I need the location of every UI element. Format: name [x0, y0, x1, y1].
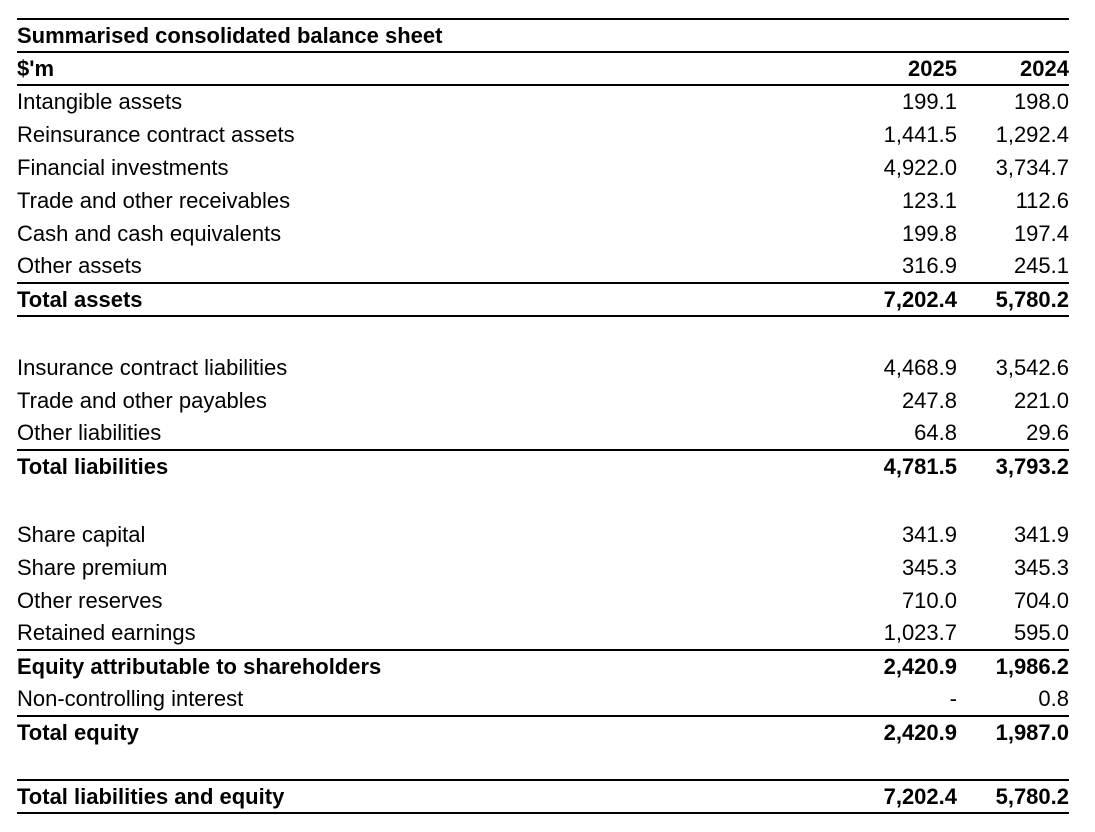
value-2025: 345.3 [901, 554, 957, 580]
table-row: Reinsurance contract assets 1,441.5 1,292.… [17, 118, 1069, 151]
row-label: Financial investments [17, 154, 229, 180]
spacer-row [17, 316, 1069, 351]
row-label: Trade and other receivables [17, 187, 291, 213]
value-2025: 2,420.9 [837, 649, 957, 683]
row-label: Intangible assets [17, 89, 183, 114]
spacer-row [17, 749, 1069, 780]
row-label: Other assets [17, 253, 142, 278]
value-2025: 4,922.0 [883, 154, 957, 180]
value-2025: 4,468.9 [883, 354, 957, 380]
value-2024: 1,987.0 [957, 715, 1069, 749]
table-row: Other assets 316.9 245.1 [17, 250, 1069, 283]
value-2024: 221.0 [1013, 387, 1069, 413]
value-2025: 4,781.5 [837, 449, 957, 483]
table-row: Share capital 341.9 341.9 [17, 518, 1069, 551]
table-row: Share premium 345.3 345.3 [17, 551, 1069, 584]
table-row: Trade and other receivables 123.1 112.6 [17, 184, 1069, 217]
table-row: Cash and cash equivalents 199.8 197.4 [17, 217, 1069, 250]
value-2025: 341.9 [901, 521, 957, 547]
value-2024: 245.1 [1013, 253, 1069, 278]
table-row: Other liabilities 64.8 29.6 [17, 417, 1069, 450]
row-label: Reinsurance contract assets [17, 121, 295, 147]
row-label: Total equity [17, 715, 837, 749]
value-2024: 3,734.7 [995, 154, 1069, 180]
value-2025: 199.1 [901, 89, 957, 114]
row-label: Total assets [17, 282, 837, 317]
value-2025: 64.8 [914, 420, 957, 445]
value-2024: 29.6 [1026, 420, 1069, 445]
table-row: Total liabilities and equity 7,202.4 5,780… [17, 779, 1069, 814]
row-label: Other reserves [17, 587, 163, 613]
value-2025: - [949, 686, 957, 711]
row-label: Share premium [17, 554, 168, 580]
spacer-row [17, 483, 1069, 518]
table-row: Insurance contract liabilities 4,468.9 3,5… [17, 351, 1069, 384]
value-2025: 2,420.9 [837, 715, 957, 749]
table-row: Total liabilities 4,781.5 3,793.2 [17, 449, 1069, 483]
table-row: Other reserves 710.0 704.0 [17, 584, 1069, 617]
value-2025: 247.8 [901, 387, 957, 413]
row-label: Retained earnings [17, 620, 196, 645]
value-2024: 3,793.2 [957, 449, 1069, 483]
page-title: Summarised consolidated balance sheet [17, 18, 1069, 53]
table-row: Total equity 2,420.9 1,987.0 [17, 715, 1069, 749]
table-row: Equity attributable to shareholders 2,420… [17, 649, 1069, 683]
value-2024: 341.9 [1013, 521, 1069, 547]
value-2025: 316.9 [901, 253, 957, 278]
table-row: Total assets 7,202.4 5,780.2 [17, 282, 1069, 317]
spacer-cell [17, 749, 1069, 780]
row-label: Insurance contract liabilities [17, 354, 288, 380]
row-label: Other liabilities [17, 420, 162, 445]
table-row: Intangible assets 199.1 198.0 [17, 85, 1069, 118]
value-2025: 7,202.4 [837, 779, 957, 814]
table-row: Financial investments 4,922.0 3,734.7 [17, 151, 1069, 184]
value-2025: 199.8 [901, 220, 957, 246]
balance-sheet-body: Intangible assets 199.1 198.0 Reinsurance c… [17, 85, 1069, 814]
table-row: Non-controlling interest - 0.8 [17, 683, 1069, 716]
row-label: Trade and other payables [17, 387, 267, 413]
row-label: Cash and cash equivalents [17, 220, 282, 246]
row-label: Total liabilities and equity [17, 779, 837, 814]
row-label: Equity attributable to shareholders [17, 649, 837, 683]
value-2024: 5,780.2 [957, 779, 1069, 814]
value-2024: 112.6 [1015, 187, 1069, 213]
table-row: Retained earnings 1,023.7 595.0 [17, 617, 1069, 650]
spacer-cell [17, 316, 1069, 351]
value-2024: 197.4 [1013, 220, 1069, 246]
table-row: Trade and other payables 247.8 221.0 [17, 384, 1069, 417]
unit-header: $'m [17, 52, 837, 86]
value-2024: 3,542.6 [995, 354, 1069, 380]
value-2025: 7,202.4 [837, 282, 957, 317]
value-2025: 1,023.7 [883, 620, 957, 645]
row-label: Share capital [17, 521, 146, 547]
value-2024: 704.0 [1013, 587, 1069, 613]
spacer-cell [17, 483, 1069, 518]
balance-sheet-document: Summarised consolidated balance sheet $'… [17, 18, 1069, 814]
balance-sheet-table: Summarised consolidated balance sheet $'… [17, 18, 1069, 814]
value-2024: 345.3 [1013, 554, 1069, 580]
table-header-row: $'m 2025 2024 [17, 52, 1069, 86]
value-2024: 595.0 [1013, 620, 1069, 645]
value-2025: 710.0 [901, 587, 957, 613]
row-label: Total liabilities [17, 449, 837, 483]
value-2024: 1,292.4 [995, 121, 1069, 147]
year-column-header-2025: 2025 [837, 52, 957, 86]
table-title-row: Summarised consolidated balance sheet [17, 18, 1069, 53]
value-2024: 0.8 [1038, 686, 1069, 711]
row-label: Non-controlling interest [17, 686, 244, 711]
value-2025: 1,441.5 [883, 121, 957, 147]
year-column-header-2024: 2024 [957, 52, 1069, 86]
value-2024: 1,986.2 [957, 649, 1069, 683]
value-2024: 198.0 [1013, 89, 1069, 114]
value-2025: 123.1 [901, 187, 957, 213]
value-2024: 5,780.2 [957, 282, 1069, 317]
